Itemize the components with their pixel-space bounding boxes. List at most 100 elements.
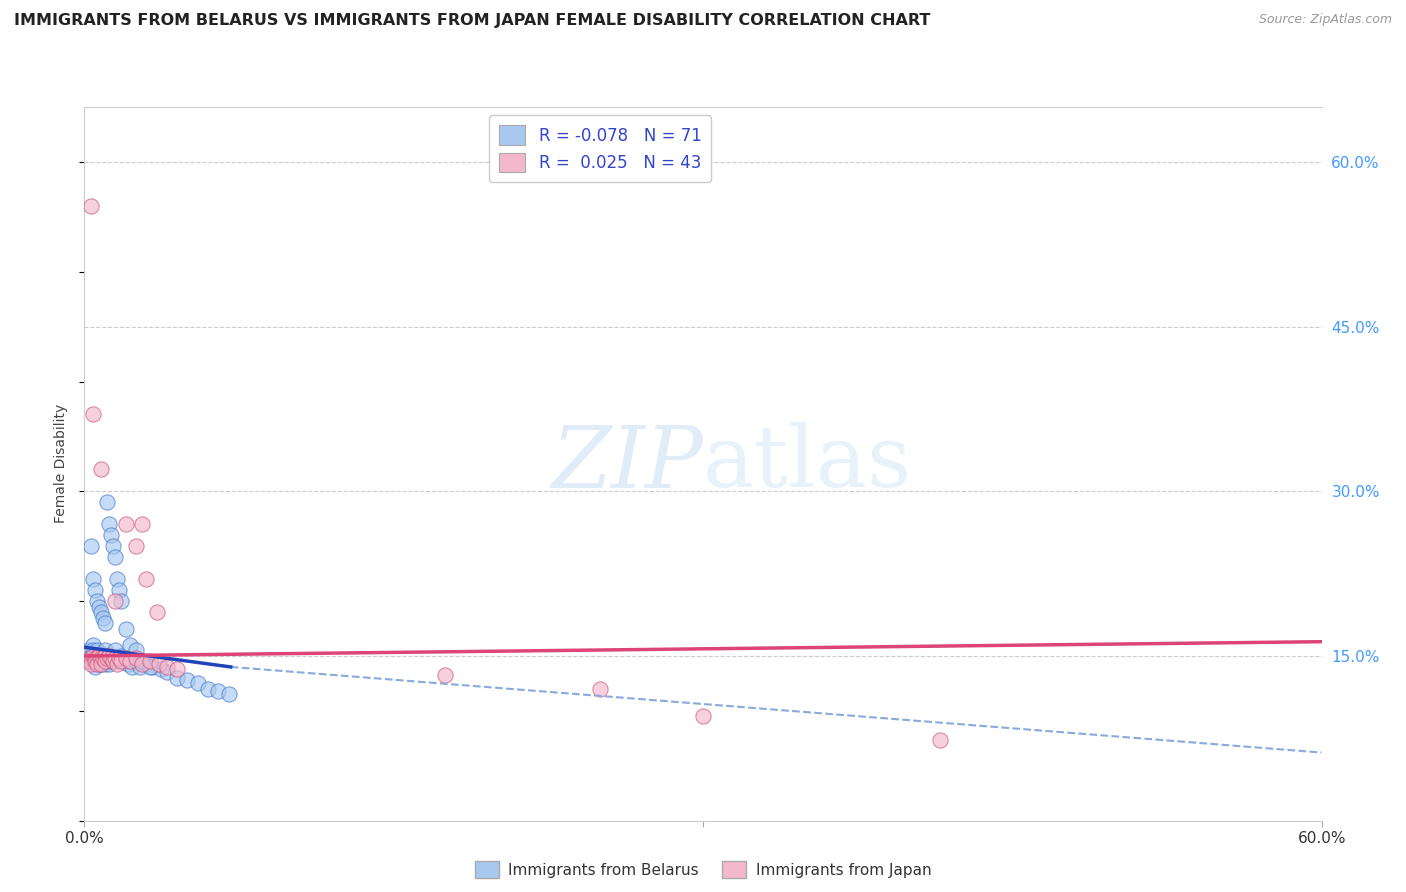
Point <box>207 684 229 698</box>
Point <box>100 655 122 669</box>
Point <box>100 648 122 663</box>
Point <box>103 651 125 665</box>
Point <box>86 655 108 669</box>
Text: Source: ZipAtlas.com: Source: ZipAtlas.com <box>1258 13 1392 27</box>
Point <box>77 655 100 669</box>
Point <box>96 651 118 665</box>
Point <box>86 657 108 671</box>
Point <box>94 657 117 671</box>
Point <box>176 673 198 687</box>
Point <box>83 660 105 674</box>
Point <box>79 648 101 663</box>
Point <box>114 651 136 665</box>
Point <box>87 599 110 614</box>
Point <box>156 660 179 674</box>
Point <box>692 709 714 723</box>
Point <box>82 638 104 652</box>
Point <box>77 643 100 657</box>
Point <box>98 517 121 532</box>
Point <box>104 643 127 657</box>
Point <box>117 657 139 671</box>
Point <box>110 648 132 663</box>
Point <box>87 651 110 665</box>
Y-axis label: Female Disability: Female Disability <box>55 404 69 524</box>
Point <box>114 651 136 665</box>
Point <box>118 638 141 652</box>
Point <box>131 517 153 532</box>
Point <box>145 605 167 619</box>
Point <box>135 572 157 586</box>
Text: IMMIGRANTS FROM BELARUS VS IMMIGRANTS FROM JAPAN FEMALE DISABILITY CORRELATION C: IMMIGRANTS FROM BELARUS VS IMMIGRANTS FR… <box>14 13 931 29</box>
Point <box>110 655 132 669</box>
Text: atlas: atlas <box>703 422 912 506</box>
Point <box>125 655 148 669</box>
Point <box>79 651 101 665</box>
Point <box>87 657 110 671</box>
Point <box>90 657 112 671</box>
Point <box>135 657 157 671</box>
Point <box>86 651 108 665</box>
Point <box>104 651 127 665</box>
Point <box>96 648 118 663</box>
Point <box>82 648 104 663</box>
Point <box>114 622 136 636</box>
Point <box>187 676 209 690</box>
Point <box>125 539 148 553</box>
Point <box>166 671 188 685</box>
Point <box>141 660 163 674</box>
Point <box>91 651 114 665</box>
Point <box>90 647 112 661</box>
Point <box>121 660 143 674</box>
Point <box>929 733 952 747</box>
Point <box>79 539 101 553</box>
Point <box>131 655 153 669</box>
Point <box>83 655 105 669</box>
Point <box>79 657 101 671</box>
Point <box>96 655 118 669</box>
Point <box>139 655 162 669</box>
Point <box>125 651 148 665</box>
Point <box>90 651 112 665</box>
Point <box>125 643 148 657</box>
Point <box>108 583 131 598</box>
Point <box>94 651 117 665</box>
Point <box>103 655 125 669</box>
Point <box>90 651 112 665</box>
Point <box>112 655 135 669</box>
Point <box>105 657 128 671</box>
Point <box>589 681 612 696</box>
Point <box>434 667 457 681</box>
Point <box>86 648 108 663</box>
Point <box>104 651 127 665</box>
Point <box>91 648 114 663</box>
Point <box>96 495 118 509</box>
Point <box>82 643 104 657</box>
Point <box>218 687 240 701</box>
Point <box>82 408 104 422</box>
Point <box>129 660 152 674</box>
Point <box>105 572 128 586</box>
Point <box>156 665 179 680</box>
Point <box>103 539 125 553</box>
Point <box>131 657 153 671</box>
Point <box>100 651 122 665</box>
Point <box>108 651 131 665</box>
Point <box>110 594 132 608</box>
Point <box>83 648 105 663</box>
Point <box>98 651 121 665</box>
Point <box>79 199 101 213</box>
Point <box>118 655 141 669</box>
Point <box>104 594 127 608</box>
Point <box>166 662 188 676</box>
Point <box>98 657 121 671</box>
Point <box>94 643 117 657</box>
Point <box>91 610 114 624</box>
Point <box>94 615 117 630</box>
Point <box>79 655 101 669</box>
Point <box>86 643 108 657</box>
Point <box>149 662 172 676</box>
Point <box>83 651 105 665</box>
Text: ZIP: ZIP <box>551 423 703 505</box>
Point <box>86 594 108 608</box>
Point <box>148 657 170 671</box>
